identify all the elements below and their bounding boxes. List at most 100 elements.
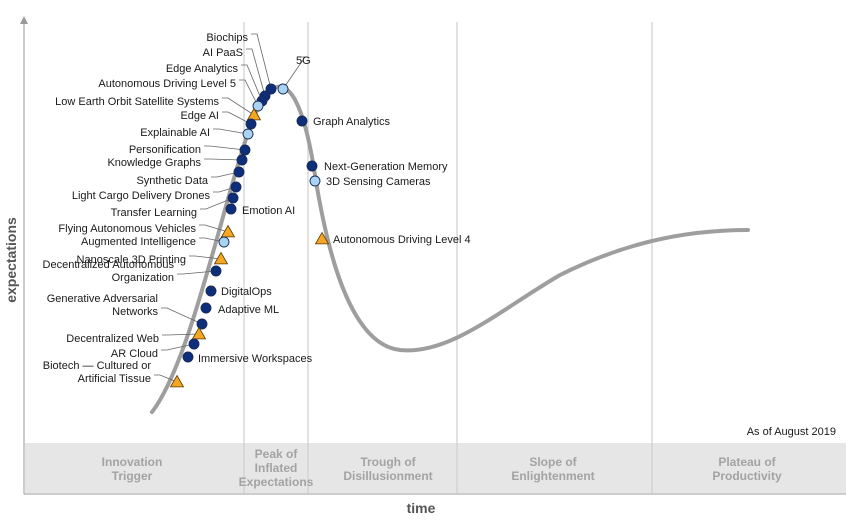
leader-lines (154, 33, 306, 383)
leader-low-earth-orbit-satellite-systems (222, 97, 255, 116)
leader-transfer-learning (200, 197, 234, 210)
label-synthetic-data: Synthetic Data (136, 175, 208, 187)
label-low-earth-orbit-satellite-systems: Low Earth Orbit Satellite Systems (55, 96, 219, 108)
leader-explainable-ai (213, 128, 249, 135)
marker-explainable-ai (242, 128, 254, 140)
label-edge-ai: Edge AI (180, 110, 219, 122)
phase-dividers (243, 22, 653, 493)
marker-next-generation-memory (306, 160, 318, 172)
phase-label-2-line-1: Peak of (255, 447, 299, 461)
leader-decentralized-autonomous (177, 270, 217, 275)
leader-nanoscale-3d-printing (189, 255, 222, 260)
marker-biochips (265, 83, 277, 95)
marker-emotion-ai (225, 203, 237, 215)
label-edge-analytics: Edge Analytics (166, 63, 239, 75)
leader-synthetic-data (211, 171, 240, 178)
label-augmented-intelligence: Augmented Intelligence (81, 236, 196, 248)
leader-autonomous-driving-level-5 (239, 79, 259, 107)
label-transfer-learning: Transfer Learning (111, 207, 197, 219)
phase-label-2-line-2: Inflated (255, 461, 298, 475)
phase-band-background (25, 443, 846, 493)
markers (169, 83, 330, 388)
y-axis-arrow (20, 16, 28, 24)
marker-transfer-learning (227, 192, 239, 204)
label-biochips: Biochips (206, 32, 248, 44)
y-axis-label: expectations (3, 217, 19, 303)
leader-personification (204, 145, 246, 151)
label-personification: Personification (129, 144, 201, 156)
phase-label-3-line-1: Trough of (360, 455, 416, 469)
leader-biochips (251, 33, 272, 90)
marker-decentralized-autonomous (210, 265, 222, 277)
marker-graph-analytics (296, 115, 308, 127)
label-5g: 5G (296, 55, 311, 67)
label-digitalops: DigitalOps (221, 286, 272, 298)
leader-decentralized-web (162, 333, 200, 336)
phase-label-1-line-1: Innovation (102, 455, 163, 469)
marker-3d-sensing-cameras (309, 175, 321, 187)
label-light-cargo-delivery-drones: Light Cargo Delivery Drones (72, 190, 211, 202)
label-adaptive-ml: Adaptive ML (218, 304, 279, 316)
marker-biotech-cultured-or (169, 374, 185, 388)
marker-ar-cloud (188, 338, 200, 350)
marker-decentralized-web (191, 326, 207, 340)
marker-5g (277, 83, 289, 95)
phase-label-1-line-2: Trigger (112, 469, 153, 483)
leader-light-cargo-delivery-drones (213, 186, 237, 193)
hype-curve (150, 84, 750, 414)
leader-augmented-intelligence (199, 237, 225, 243)
marker-augmented-intelligence (218, 236, 230, 248)
axes (20, 16, 846, 495)
phase-label-5-line-2: Productivity (712, 469, 782, 483)
label-knowledge-graphs: Knowledge Graphs (107, 157, 201, 169)
label-decentralized-autonomous-line-2: Organization (112, 272, 174, 284)
label-explainable-ai: Explainable AI (140, 127, 210, 139)
marker-synthetic-data (233, 166, 245, 178)
label-autonomous-driving-level-5: Autonomous Driving Level 5 (98, 78, 236, 90)
phase-label-5-line-1: Plateau of (718, 455, 776, 469)
label-decentralized-web: Decentralized Web (66, 333, 159, 345)
marker-immersive-workspaces (182, 351, 194, 363)
leader-edge-ai (222, 111, 252, 125)
marker-flying-autonomous-vehicles (220, 224, 236, 238)
phase-label-4-line-2: Enlightenment (511, 469, 594, 483)
marker-edge-ai (245, 118, 257, 130)
marker-personification (239, 144, 251, 156)
leader-flying-autonomous-vehicles (199, 224, 229, 233)
x-axis-label: time (407, 500, 436, 516)
label-flying-autonomous-vehicles: Flying Autonomous Vehicles (58, 223, 196, 235)
leader-edge-analytics (241, 64, 263, 102)
marker-nanoscale-3d-printing (213, 251, 229, 265)
leader-ar-cloud (161, 343, 195, 351)
leader-knowledge-graphs (204, 158, 243, 161)
label-biotech-cultured-or-line-1: Biotech — Cultured or (43, 360, 152, 372)
phase-label-3-line-2: Disillusionment (343, 469, 432, 483)
label-immersive-workspaces: Immersive Workspaces (198, 353, 313, 365)
label-graph-analytics: Graph Analytics (313, 116, 391, 128)
marker-light-cargo-delivery-drones (230, 181, 242, 193)
label-3d-sensing-cameras: 3D Sensing Cameras (326, 176, 431, 188)
phase-label-4-line-1: Slope of (529, 455, 577, 469)
phase-label-2-line-3: Expectations (239, 475, 314, 489)
as-of-date: As of August 2019 (747, 426, 836, 438)
phase-band (25, 443, 846, 493)
label-ai-paas: AI PaaS (203, 47, 243, 59)
label-next-generation-memory: Next-Generation Memory (324, 161, 448, 173)
label-generative-adversarial-line-1: Generative Adversarial (47, 293, 158, 305)
point-labels: Biochips AI PaaS 5G Edge Analytics Autonomou… (43, 32, 471, 385)
label-biotech-cultured-or-line-2: Artificial Tissue (78, 373, 151, 385)
label-autonomous-driving-level-4: Autonomous Driving Level 4 (333, 234, 471, 246)
marker-adaptive-ml (200, 302, 212, 314)
leader-5g (282, 56, 306, 90)
leader-generative-adversarial (161, 307, 203, 325)
marker-knowledge-graphs (236, 154, 248, 166)
label-decentralized-autonomous-line-1: Decentralized Autonomous (43, 259, 175, 271)
marker-generative-adversarial (196, 318, 208, 330)
label-nanoscale-3d-printing: Nanoscale 3D Printing (77, 254, 186, 266)
marker-digitalops (205, 285, 217, 297)
label-generative-adversarial-line-2: Networks (112, 306, 158, 318)
marker-autonomous-driving-level-5 (252, 100, 264, 112)
marker-autonomous-driving-level-4 (314, 231, 330, 245)
